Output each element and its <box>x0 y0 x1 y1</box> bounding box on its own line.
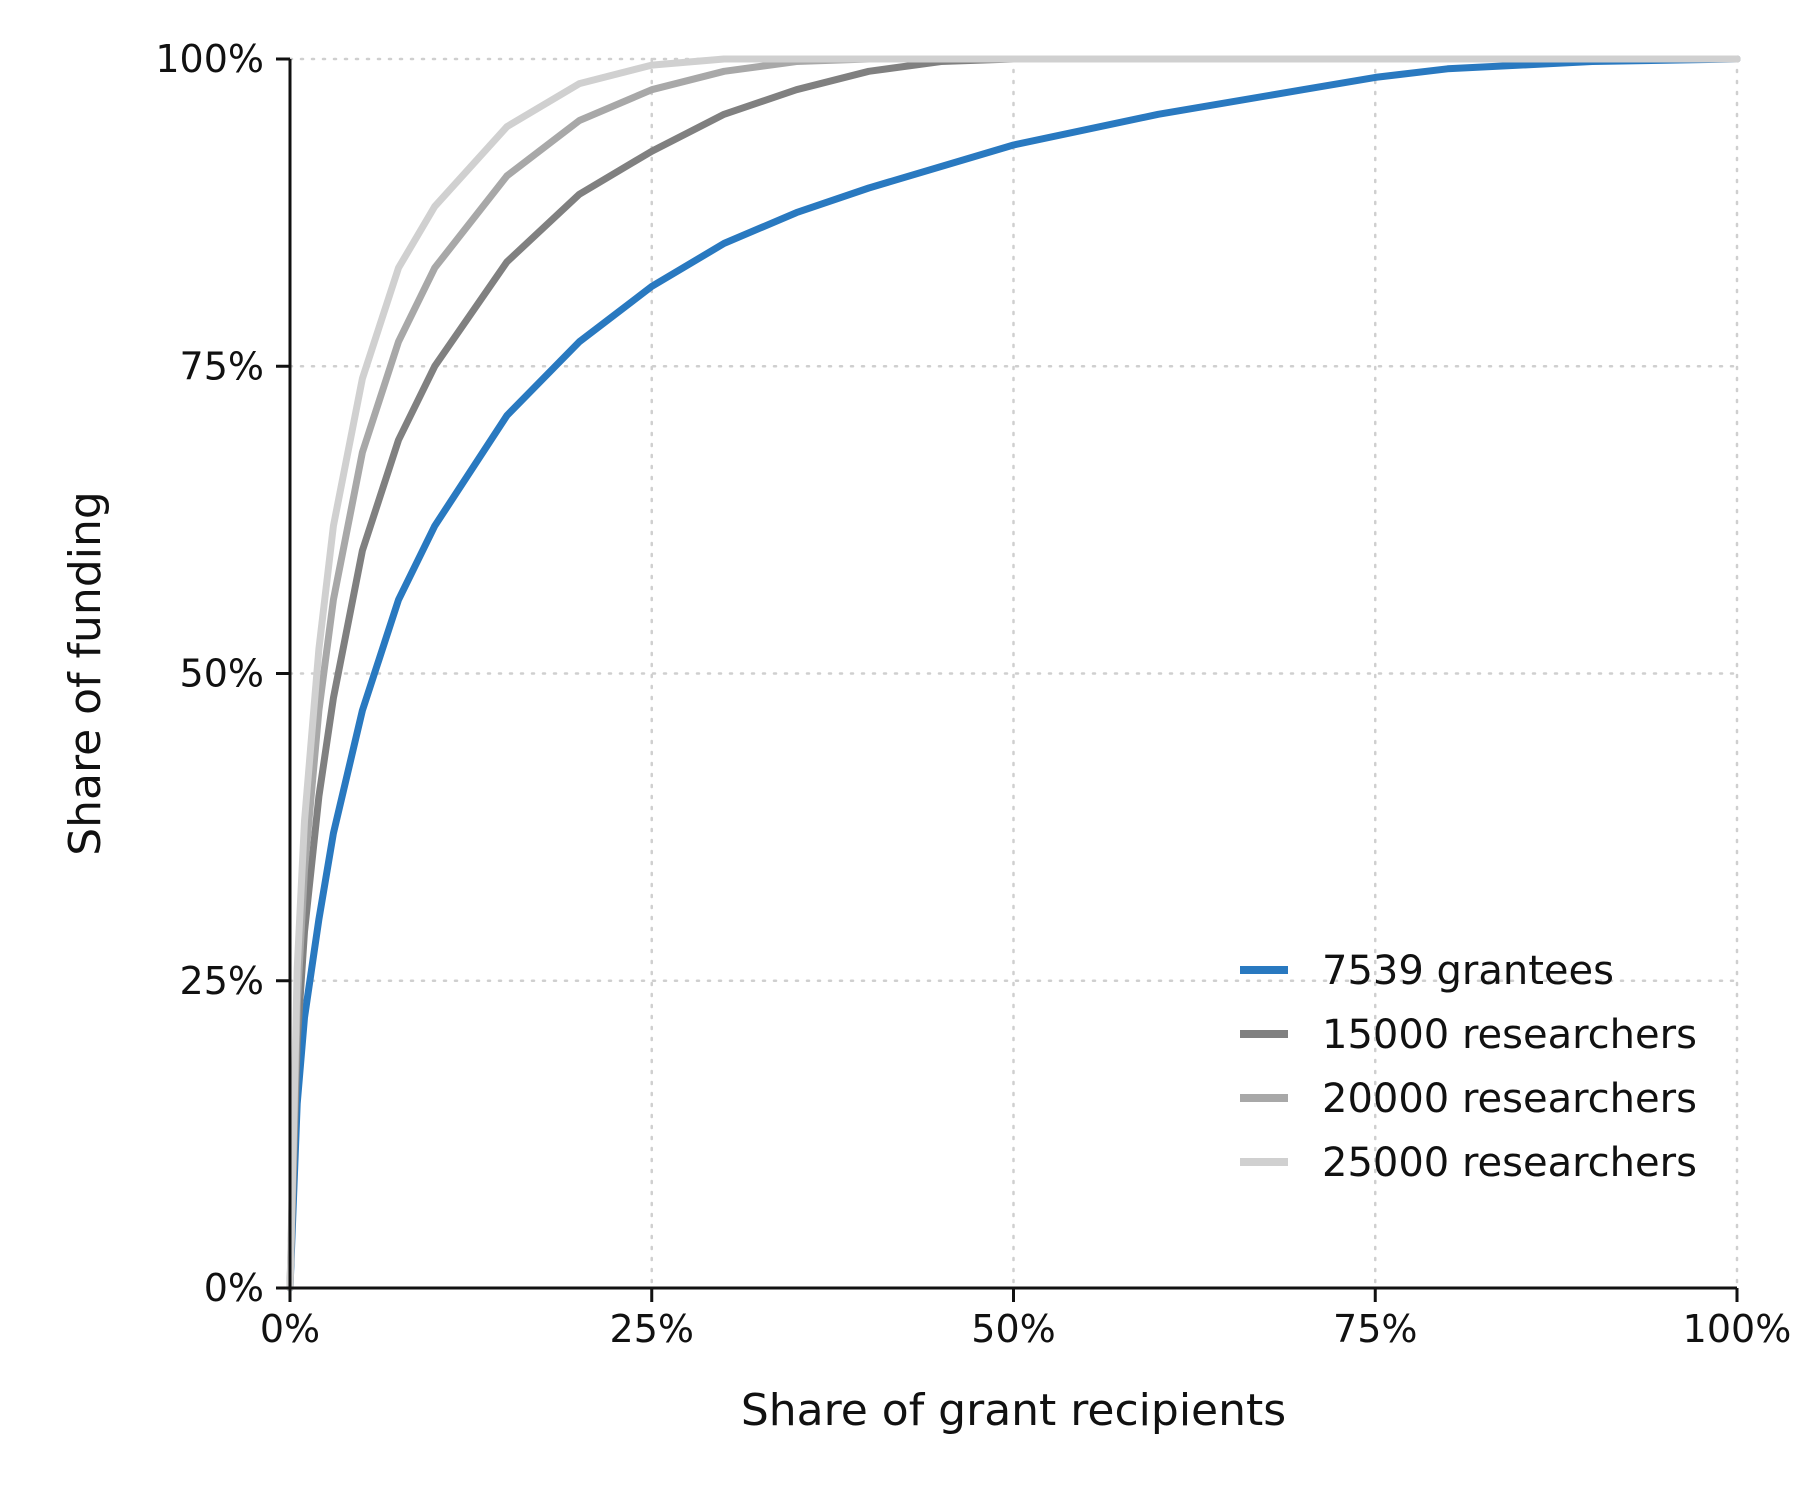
x-tick-label: 100% <box>1683 1307 1792 1351</box>
legend-label: 25000 researchers <box>1322 1140 1697 1186</box>
legend: 7539 grantees 15000 researchers 20000 rese… <box>1240 948 1697 1186</box>
y-tick-label: 25% <box>180 959 264 1003</box>
grid-lines <box>288 57 1739 1290</box>
series-line-1 <box>286 55 1741 1292</box>
y-tick-label: 75% <box>180 344 264 388</box>
x-axis-ticks: 0% 25% 50% 75% 100% <box>260 1288 1791 1351</box>
legend-label: 7539 grantees <box>1322 948 1614 994</box>
x-tick-label: 50% <box>971 1307 1055 1351</box>
x-tick-label: 0% <box>260 1307 320 1351</box>
y-tick-label: 50% <box>180 652 264 696</box>
y-axis-title: Share of funding <box>60 491 111 856</box>
y-tick-label: 0% <box>204 1266 264 1310</box>
x-tick-label: 25% <box>610 1307 694 1351</box>
series-line-4 <box>286 55 1741 1292</box>
series-line-2 <box>286 55 1741 1292</box>
legend-label: 15000 researchers <box>1322 1012 1697 1058</box>
x-axis-title: Share of grant recipients <box>741 1385 1286 1436</box>
y-axis-ticks: 0% 25% 50% 75% 100% <box>155 37 290 1310</box>
y-tick-label: 100% <box>155 37 264 81</box>
x-tick-label: 75% <box>1333 1307 1417 1351</box>
series-lines <box>286 55 1741 1292</box>
legend-label: 20000 researchers <box>1322 1076 1697 1122</box>
series-line-3 <box>286 55 1741 1292</box>
